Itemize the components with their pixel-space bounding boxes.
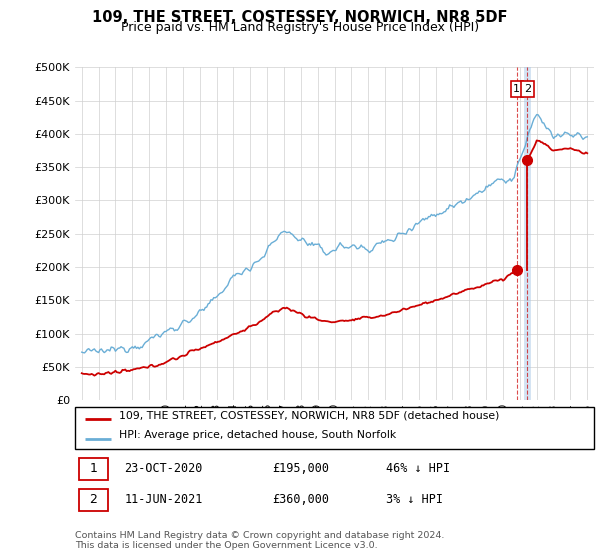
Text: £195,000: £195,000: [272, 463, 329, 475]
Text: 1: 1: [514, 84, 520, 94]
Text: 1: 1: [89, 463, 97, 475]
Text: Price paid vs. HM Land Registry's House Price Index (HPI): Price paid vs. HM Land Registry's House …: [121, 21, 479, 34]
Text: 46% ↓ HPI: 46% ↓ HPI: [386, 463, 451, 475]
Text: 2: 2: [89, 493, 97, 506]
Text: 11-JUN-2021: 11-JUN-2021: [124, 493, 203, 506]
Text: 109, THE STREET, COSTESSEY, NORWICH, NR8 5DF (detached house): 109, THE STREET, COSTESSEY, NORWICH, NR8…: [119, 410, 499, 421]
Bar: [79, 489, 107, 511]
Text: 3% ↓ HPI: 3% ↓ HPI: [386, 493, 443, 506]
Text: 23-OCT-2020: 23-OCT-2020: [124, 463, 203, 475]
Text: HPI: Average price, detached house, South Norfolk: HPI: Average price, detached house, Sout…: [119, 430, 397, 440]
Text: 2: 2: [524, 84, 531, 94]
Text: £360,000: £360,000: [272, 493, 329, 506]
Text: 109, THE STREET, COSTESSEY, NORWICH, NR8 5DF: 109, THE STREET, COSTESSEY, NORWICH, NR8…: [92, 10, 508, 25]
Bar: [79, 458, 107, 480]
Text: Contains HM Land Registry data © Crown copyright and database right 2024.
This d: Contains HM Land Registry data © Crown c…: [75, 531, 445, 550]
